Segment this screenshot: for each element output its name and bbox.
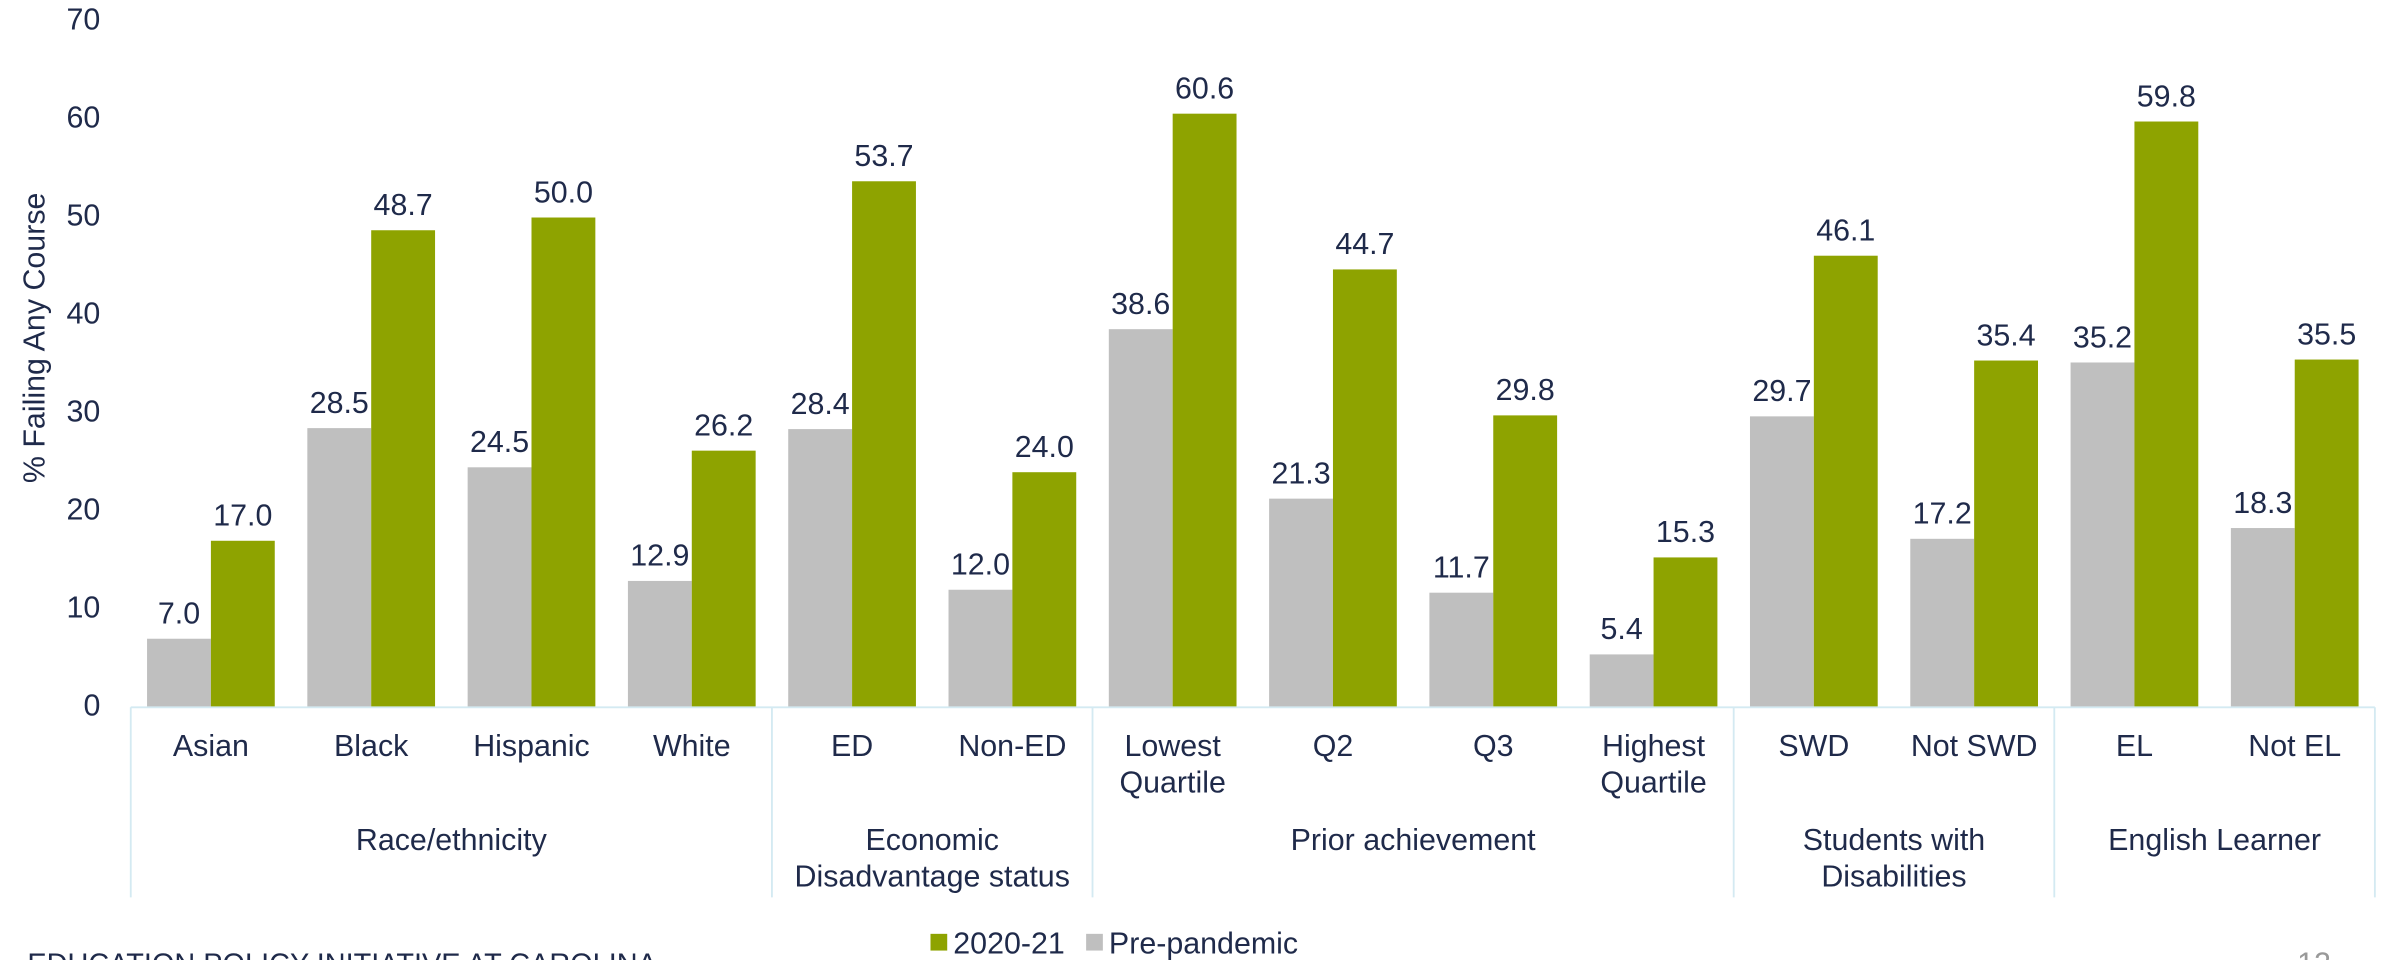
- x-tick-label: Q3: [1473, 729, 1514, 763]
- group-label: Race/ethnicity: [356, 823, 548, 857]
- bar: [147, 638, 211, 708]
- y-tick-label: 30: [67, 394, 101, 428]
- value-label: 15.3: [1656, 515, 1715, 549]
- bar: [1012, 472, 1077, 708]
- bar: [371, 230, 436, 708]
- y-tick-label: 40: [67, 297, 101, 331]
- bar: [1172, 113, 1237, 708]
- value-label: 44.7: [1335, 227, 1394, 261]
- x-tick-label: Hispanic: [473, 729, 590, 763]
- x-tick-label: Not SWD: [1911, 729, 2038, 763]
- value-label: 7.0: [158, 597, 200, 631]
- bar: [1813, 255, 1878, 708]
- value-label: 60.6: [1175, 71, 1234, 105]
- legend-label: 2020-21: [953, 927, 1065, 960]
- value-label: 46.1: [1816, 214, 1875, 248]
- bar: [627, 580, 692, 708]
- bar: [691, 450, 756, 708]
- y-tick-label: 0: [83, 688, 100, 722]
- bar: [1910, 538, 1975, 708]
- page-number: 12: [2297, 946, 2331, 960]
- group-label: Students with Disabilities: [1803, 823, 1985, 893]
- value-label: 21.3: [1271, 456, 1330, 490]
- x-tick-label: White: [653, 729, 731, 763]
- value-label: 24.0: [1015, 430, 1074, 464]
- y-tick-label: 50: [67, 199, 101, 233]
- bar: [2134, 121, 2199, 708]
- bar: [467, 467, 532, 708]
- y-axis-label: % Failing Any Course: [18, 193, 52, 484]
- bar: [531, 217, 596, 708]
- value-label: 12.0: [951, 548, 1010, 582]
- value-label: 24.5: [470, 425, 529, 459]
- value-label: 11.7: [1433, 550, 1490, 584]
- value-label: 5.4: [1600, 612, 1642, 646]
- value-label: 50.0: [534, 175, 593, 209]
- value-label: 59.8: [2137, 79, 2196, 113]
- value-label: 26.2: [694, 408, 753, 442]
- value-label: 35.5: [2297, 317, 2356, 351]
- bar: [2230, 528, 2295, 708]
- value-label: 35.4: [1976, 318, 2035, 352]
- y-tick-label: 70: [67, 3, 101, 37]
- x-tick-label: EL: [2116, 729, 2153, 763]
- bar: [2294, 359, 2359, 708]
- value-label: 29.8: [1496, 373, 1555, 407]
- bar: [1653, 557, 1718, 708]
- x-tick-label: SWD: [1778, 729, 1849, 763]
- group-label: English Learner: [2108, 823, 2321, 857]
- group-label: Economic Disadvantage status: [795, 823, 1070, 893]
- value-label: 12.9: [630, 539, 689, 573]
- bar: [1749, 416, 1814, 708]
- x-tick-label: Not EL: [2248, 729, 2341, 763]
- bar: [1332, 269, 1397, 708]
- bar: [788, 429, 853, 708]
- bar: [1269, 498, 1333, 708]
- legend-swatch: [930, 933, 948, 951]
- legend-label: Pre-pandemic: [1109, 927, 1298, 960]
- y-tick-label: 10: [67, 590, 101, 624]
- bar: [210, 540, 275, 708]
- bar: [2070, 362, 2135, 708]
- bar: [1108, 329, 1173, 708]
- value-label: 48.7: [374, 188, 433, 222]
- bar: [1589, 654, 1654, 708]
- x-tick-label: Q2: [1313, 729, 1354, 763]
- value-label: 38.6: [1111, 287, 1170, 321]
- value-label: 35.2: [2073, 320, 2132, 354]
- value-label: 29.7: [1752, 374, 1811, 408]
- bar: [1974, 360, 2038, 708]
- group-label: Prior achievement: [1291, 823, 1536, 857]
- x-tick-label: ED: [831, 729, 873, 763]
- y-tick-label: 60: [67, 101, 101, 135]
- legend-swatch: [1086, 933, 1103, 951]
- value-label: 17.0: [213, 499, 272, 533]
- bar: [1493, 415, 1558, 708]
- x-tick-label: Black: [334, 729, 409, 763]
- x-tick-label: Highest Quartile: [1600, 729, 1706, 799]
- bar: [852, 181, 916, 708]
- value-label: 28.4: [791, 387, 850, 421]
- bar: [948, 589, 1013, 708]
- x-tick-label: Non-ED: [958, 729, 1066, 763]
- x-tick-label: Asian: [173, 729, 249, 763]
- value-label: 17.2: [1913, 497, 1972, 531]
- y-tick-label: 20: [67, 492, 101, 526]
- bar: [1429, 592, 1494, 708]
- footer: EDUCATION POLICY INITIATIVE AT CAROLINA: [27, 948, 657, 960]
- value-label: 18.3: [2233, 486, 2292, 520]
- bar: [307, 428, 372, 708]
- value-label: 28.5: [310, 386, 369, 420]
- value-label: 53.7: [854, 139, 913, 173]
- x-tick-label: Lowest Quartile: [1119, 729, 1225, 799]
